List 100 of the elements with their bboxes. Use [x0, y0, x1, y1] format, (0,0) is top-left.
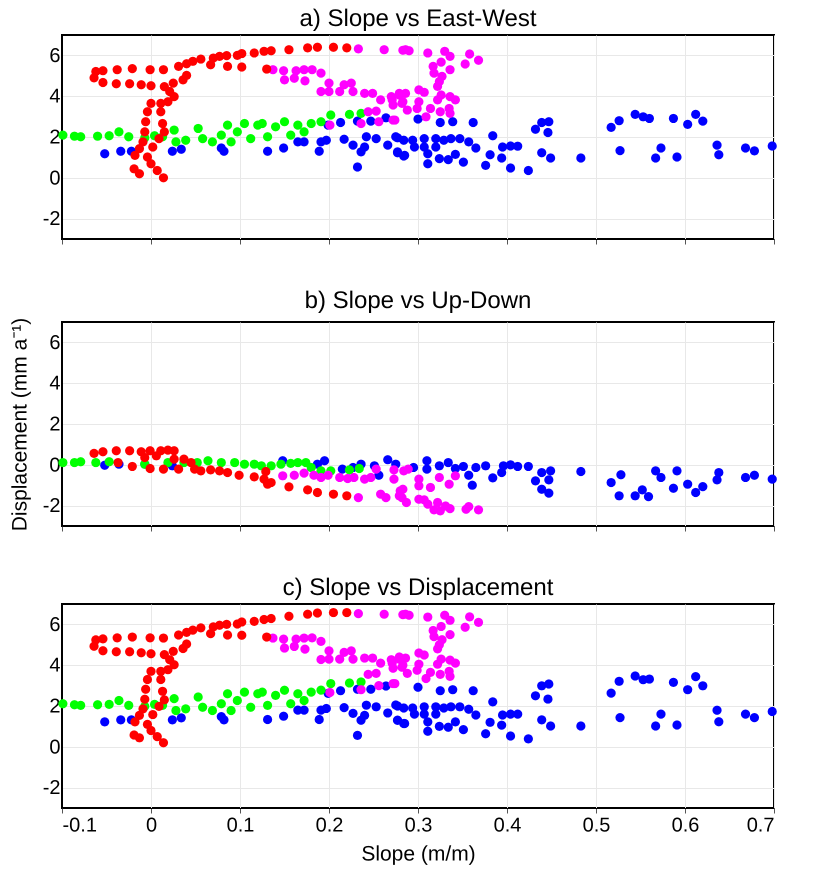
point	[303, 485, 312, 494]
point	[222, 468, 232, 478]
point	[214, 466, 224, 476]
point	[284, 482, 294, 492]
point	[258, 118, 267, 128]
point	[326, 110, 336, 120]
point	[335, 472, 344, 482]
point	[146, 98, 156, 108]
point	[196, 466, 206, 476]
y-tick-label: -2	[42, 495, 60, 518]
point	[125, 446, 134, 456]
point	[196, 54, 206, 64]
point	[128, 64, 137, 74]
chart-title: b) Slope vs Up-Down	[304, 287, 532, 314]
point	[160, 127, 169, 136]
point	[286, 130, 296, 140]
chart-title: a) Slope vs East-West	[300, 5, 537, 32]
y-tick-label: -2	[42, 208, 60, 230]
point	[146, 464, 155, 474]
point	[546, 466, 556, 476]
point	[691, 488, 700, 498]
point	[154, 134, 164, 144]
point	[513, 462, 522, 472]
point	[170, 125, 179, 135]
point	[170, 446, 179, 456]
x-tick-label: 0.5	[582, 814, 610, 836]
point	[576, 466, 586, 476]
x-tick-label: 0.1	[226, 814, 254, 836]
point	[158, 173, 168, 182]
point	[134, 144, 144, 154]
point	[188, 56, 198, 66]
point	[474, 505, 484, 514]
point	[222, 120, 232, 130]
point	[668, 484, 678, 493]
point	[181, 136, 190, 145]
point	[544, 488, 554, 498]
point	[651, 466, 660, 476]
point	[383, 455, 392, 464]
point	[389, 465, 399, 474]
point	[468, 480, 477, 490]
point	[324, 470, 333, 480]
point	[630, 491, 640, 500]
point	[299, 127, 309, 136]
point	[198, 134, 208, 144]
point	[125, 79, 134, 88]
point	[226, 137, 236, 146]
point	[206, 465, 216, 474]
y-tick-label: 0	[49, 167, 60, 190]
point	[136, 80, 146, 90]
point	[423, 500, 432, 509]
x-tick-label: 0.2	[316, 814, 344, 836]
point	[237, 62, 246, 72]
point	[76, 457, 86, 466]
point	[140, 452, 150, 462]
point	[342, 43, 352, 52]
point	[445, 504, 455, 514]
point	[354, 464, 364, 474]
point	[194, 124, 203, 134]
point	[222, 62, 232, 72]
point	[266, 46, 276, 56]
point	[740, 472, 750, 482]
point	[672, 466, 682, 476]
point	[262, 132, 272, 142]
point	[89, 448, 99, 458]
x-axis-title: Slope (m/m)	[361, 842, 476, 866]
point	[261, 466, 270, 476]
chart-title: c) Slope vs Displacement	[282, 574, 554, 601]
point	[389, 474, 399, 484]
point	[262, 64, 272, 74]
point	[142, 107, 152, 116]
point	[171, 137, 181, 146]
point	[156, 98, 166, 108]
point	[98, 78, 108, 88]
point	[140, 127, 150, 136]
point	[280, 117, 290, 126]
point	[750, 470, 760, 480]
point	[638, 485, 647, 494]
point	[328, 42, 338, 52]
point	[303, 43, 312, 52]
point	[134, 169, 144, 178]
point	[148, 142, 158, 152]
point	[216, 458, 226, 468]
point	[537, 468, 546, 478]
point	[488, 473, 498, 482]
y-tick-label: 4	[49, 654, 60, 677]
point	[316, 117, 326, 126]
x-tick-label: 0.6	[672, 814, 700, 836]
point	[124, 132, 134, 142]
point	[240, 118, 250, 128]
point	[138, 137, 148, 146]
point	[404, 464, 413, 474]
point	[179, 454, 189, 464]
x-tick-label: -0.1	[62, 814, 97, 836]
point	[328, 490, 338, 499]
point	[284, 45, 294, 54]
point	[222, 51, 232, 60]
y-tick-label: 6	[49, 332, 60, 354]
point	[372, 464, 381, 474]
point	[246, 134, 256, 144]
point	[544, 475, 554, 484]
